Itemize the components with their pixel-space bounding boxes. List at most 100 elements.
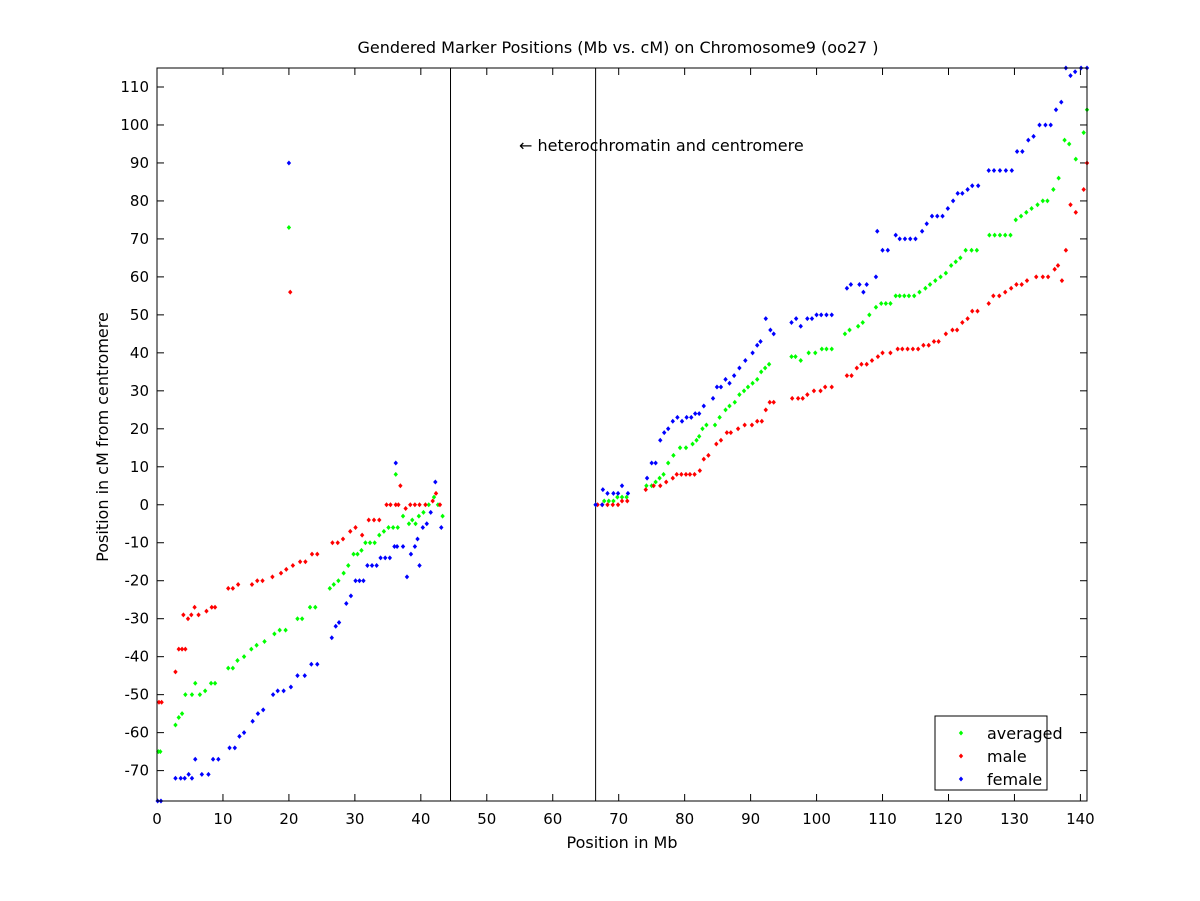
y-tick-label: 90 <box>130 154 149 172</box>
ticks-layer: 0 10 20 30 40 50 60 70 80 90 100 110 120 130 140-70-60… <box>120 68 1095 828</box>
point-male <box>353 525 358 531</box>
point-averaged <box>997 232 1003 238</box>
point-male <box>701 456 706 462</box>
point-male <box>735 426 741 432</box>
point-female <box>433 479 438 485</box>
point-averaged <box>624 494 629 500</box>
point-female <box>991 168 997 174</box>
point-male <box>771 399 776 405</box>
point-male <box>393 502 398 508</box>
point-male <box>767 399 772 405</box>
point-female <box>1068 73 1073 79</box>
y-tick-label: 80 <box>130 192 149 210</box>
point-averaged <box>1066 141 1072 147</box>
point-averaged <box>1035 202 1040 208</box>
point-male <box>270 574 275 580</box>
point-averaged <box>426 502 431 508</box>
point-male <box>290 563 296 569</box>
point-averaged <box>661 471 666 477</box>
point-averaged <box>1040 198 1046 204</box>
point-averaged <box>346 563 351 569</box>
point-male <box>430 498 435 504</box>
point-averaged <box>390 525 396 531</box>
point-averaged <box>712 422 718 428</box>
point-male <box>377 517 382 523</box>
point-averaged <box>917 289 922 295</box>
point-female <box>970 183 975 189</box>
point-male <box>288 289 293 295</box>
point-averaged <box>789 354 794 360</box>
point-averaged <box>992 232 997 238</box>
point-female <box>814 312 819 318</box>
point-male <box>875 354 881 360</box>
point-male <box>859 361 864 367</box>
legend-marker-male <box>958 753 964 759</box>
point-female <box>689 414 694 420</box>
point-male <box>854 365 860 371</box>
point-female <box>206 771 211 777</box>
point-averaged <box>1045 198 1050 204</box>
point-female <box>428 509 433 515</box>
point-female <box>913 236 918 242</box>
point-female <box>408 551 414 557</box>
point-averaged <box>755 376 760 382</box>
point-averaged <box>431 494 437 500</box>
point-male <box>643 487 648 493</box>
y-tick-label: 0 <box>139 496 149 514</box>
point-female <box>1059 99 1064 105</box>
point-averaged <box>943 270 949 276</box>
point-female <box>173 775 178 781</box>
point-male <box>692 471 697 477</box>
point-male <box>359 532 365 538</box>
point-female <box>662 430 667 436</box>
point-averaged <box>873 304 879 310</box>
point-averaged <box>406 521 412 527</box>
point-female <box>743 357 748 363</box>
point-male <box>997 293 1002 299</box>
point-male <box>724 430 730 436</box>
point-averaged <box>1018 213 1024 219</box>
point-male <box>880 350 885 356</box>
point-female <box>1053 107 1059 113</box>
y-tick-label: 60 <box>130 268 149 286</box>
point-male <box>278 570 284 576</box>
point-male <box>433 490 439 496</box>
point-averaged <box>813 350 818 356</box>
point-averaged <box>295 616 300 622</box>
point-averaged <box>377 532 382 538</box>
point-female <box>1003 168 1009 174</box>
point-female <box>619 483 625 489</box>
point-averaged <box>969 247 974 253</box>
y-tick-label: 40 <box>130 344 149 362</box>
point-female <box>189 775 195 781</box>
point-female <box>420 525 426 531</box>
point-female <box>1014 149 1020 155</box>
x-tick-label: 100 <box>802 810 831 828</box>
point-averaged <box>212 680 218 686</box>
point-averaged <box>1081 130 1086 136</box>
point-averaged <box>611 498 616 504</box>
point-female <box>182 775 187 781</box>
point-female <box>302 673 307 679</box>
point-averaged <box>189 692 195 698</box>
point-female <box>873 274 879 280</box>
y-tick-label: 110 <box>120 78 149 96</box>
point-female <box>255 711 261 717</box>
point-male <box>284 566 289 572</box>
point-female <box>864 281 869 287</box>
point-male <box>789 395 795 401</box>
y-tick-label: 70 <box>130 230 149 248</box>
point-averaged <box>1024 209 1029 215</box>
point-male <box>742 422 747 428</box>
point-male <box>869 357 875 363</box>
y-tick-label: -50 <box>125 686 150 704</box>
point-male <box>706 452 711 458</box>
point-averaged <box>226 665 231 671</box>
x-tick-label: 120 <box>934 810 963 828</box>
point-male <box>986 300 991 306</box>
point-female <box>670 418 675 424</box>
point-female <box>809 316 815 322</box>
point-female <box>818 312 824 318</box>
point-female <box>227 745 232 751</box>
point-averaged <box>272 631 277 637</box>
